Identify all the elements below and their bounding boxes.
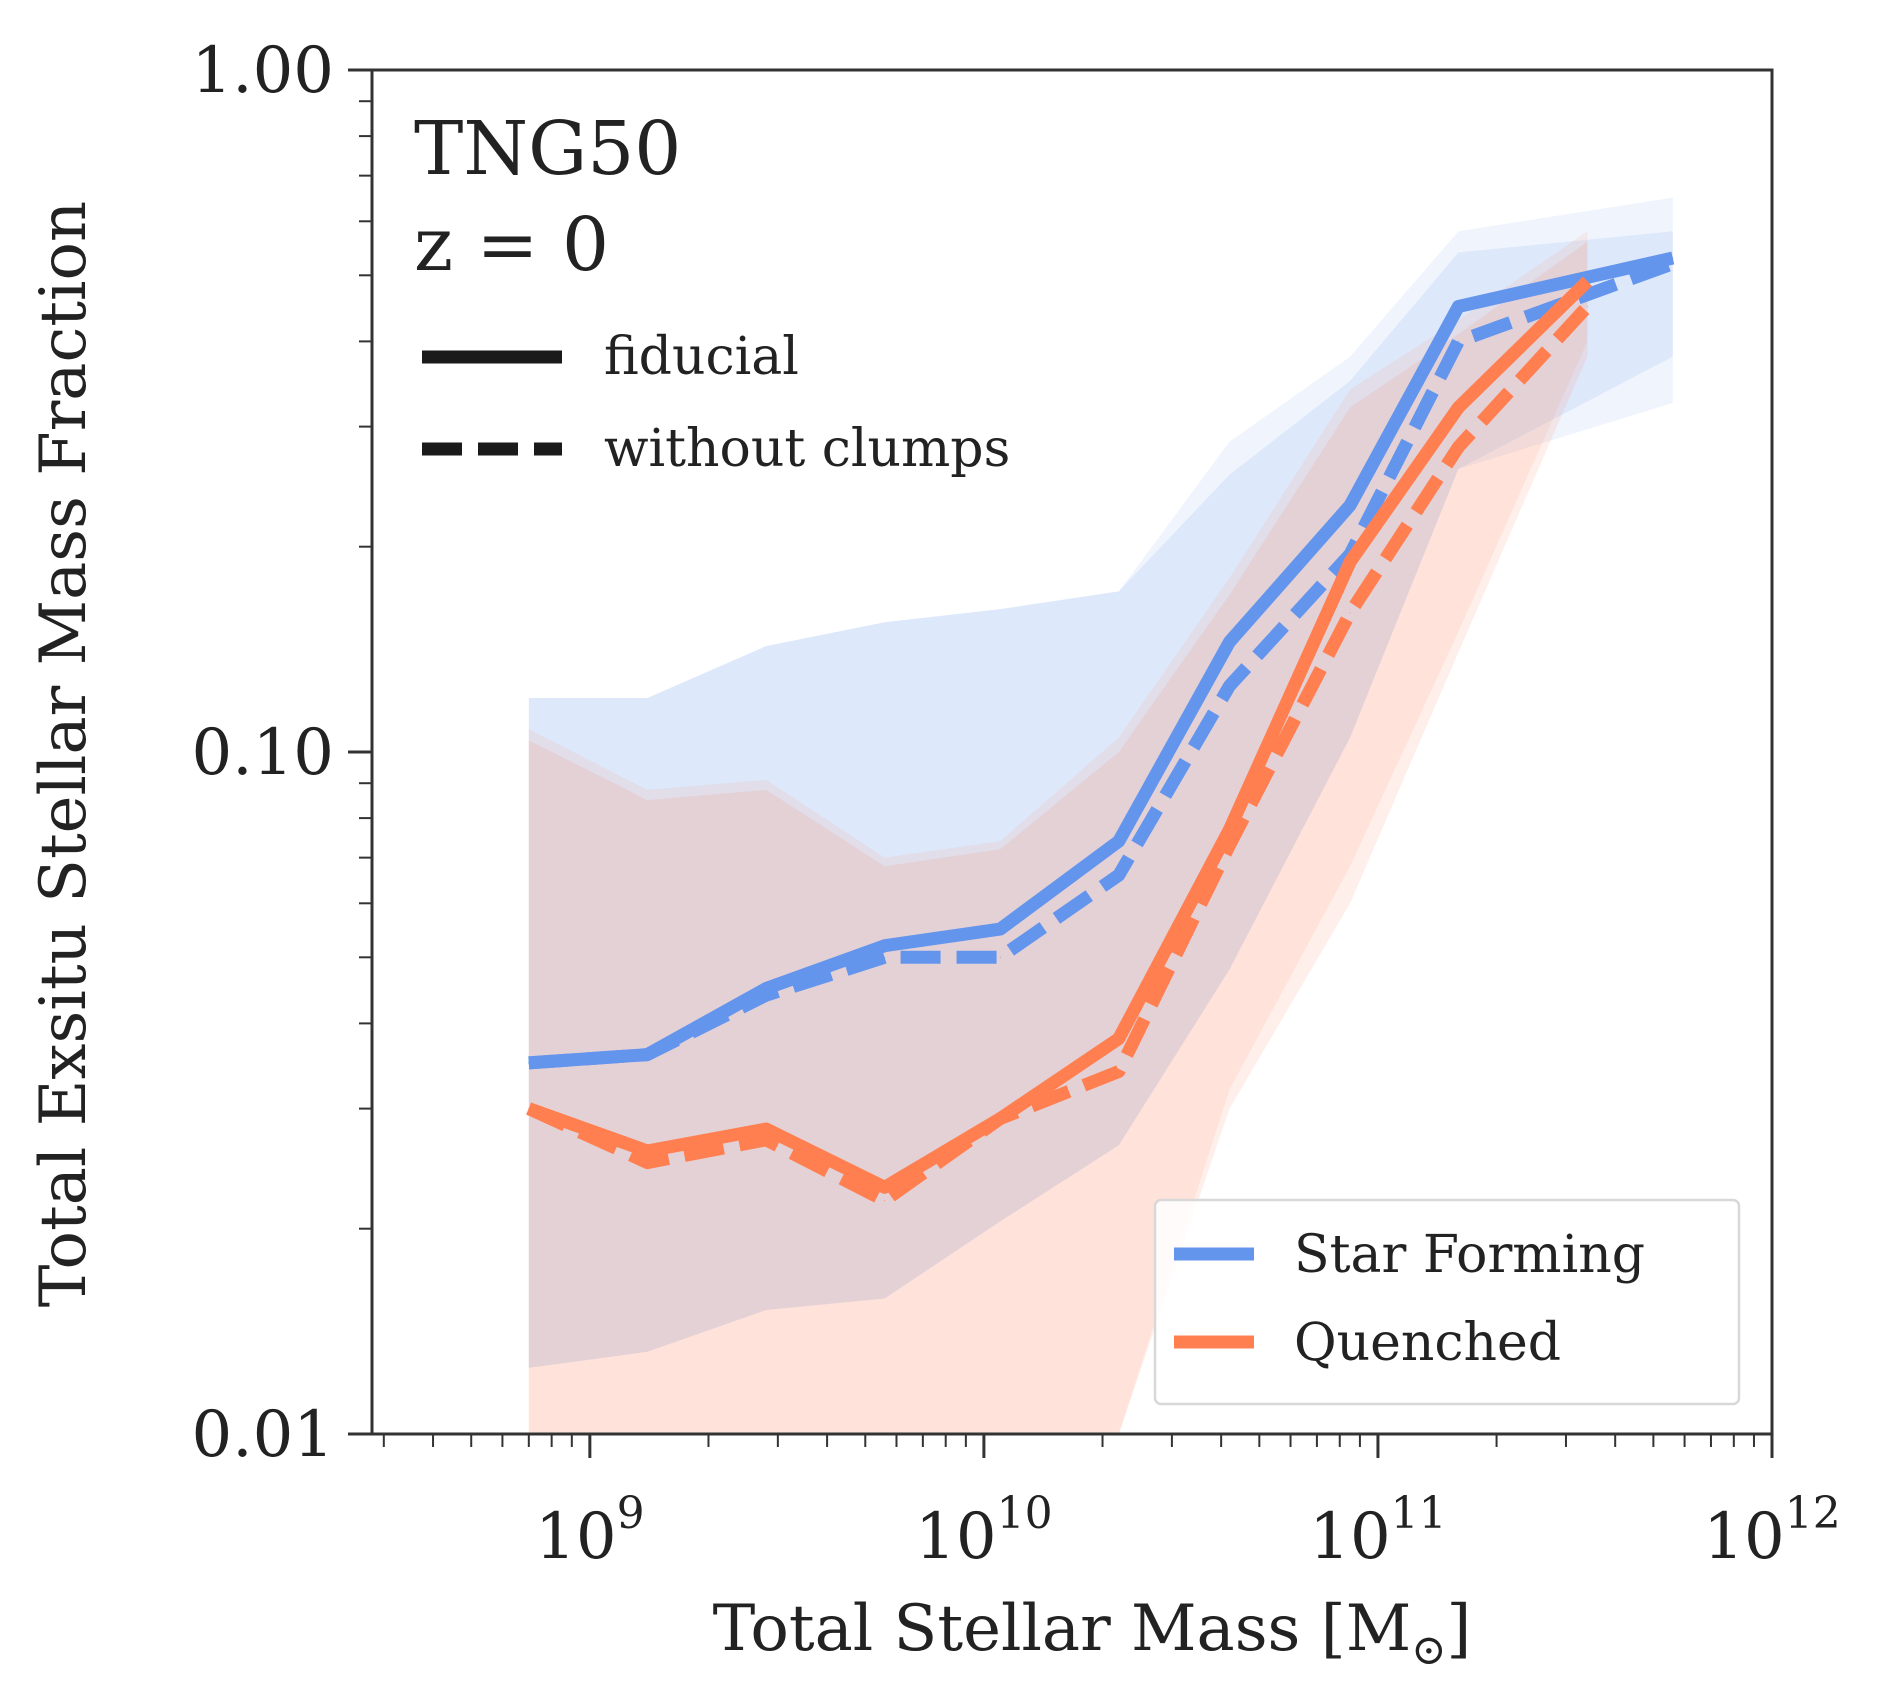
color-legend-label: Quenched [1294,1313,1561,1373]
annotation-redshift: z = 0 [414,202,609,288]
series-line-3 [526,302,1593,1207]
data-point [1118,1038,1120,1040]
data-point [999,1118,1001,1120]
x-tick-exponent: 10 [997,1488,1053,1539]
data-point [1586,280,1588,282]
data-point [765,994,767,996]
data-point [999,956,1001,958]
data-point [884,1186,886,1188]
data-point [999,928,1001,930]
data-point [884,1200,886,1201]
data-point [646,1054,648,1056]
x-tick-label: 1010 [915,1488,1052,1574]
data-point [1229,685,1230,687]
x-tick-label: 1011 [1309,1488,1446,1574]
style-legend-label: fiducial [604,327,799,387]
line-style-legend: fiducial without clumps [422,327,1010,479]
data-point [646,1162,648,1164]
data-point [1118,1071,1120,1072]
data-point [884,945,886,947]
data-point [1586,306,1588,307]
series-line-2 [526,276,1592,1194]
x-tick-label: 1012 [1703,1488,1840,1574]
data-point [1229,828,1230,830]
data-point [1349,612,1351,614]
data-point [1118,874,1120,876]
band-band-outer-0 [528,197,1673,1368]
color-legend-label: Star Forming [1294,1225,1645,1285]
series-lines [526,251,1676,1207]
data-point [765,1128,767,1130]
x-axis-label-text: Total Stellar Mass [M [713,1592,1412,1666]
x-tick-base: 10 [915,1500,996,1574]
data-point [528,1108,530,1110]
x-axis-label-close: ] [1446,1592,1471,1666]
x-axis-label: Total Stellar Mass [M⊙] [713,1592,1472,1674]
data-point [1118,840,1120,842]
data-point [1457,340,1459,342]
y-tick-label: 0.10 [192,716,335,790]
x-tick-base: 10 [1703,1500,1784,1574]
data-point [528,1062,530,1064]
x-axis-label-subscript: ⊙ [1411,1625,1446,1674]
data-point [1349,504,1351,506]
x-tick-exponent: 9 [617,1488,645,1539]
x-tick-base: 10 [1309,1500,1390,1574]
data-point [884,956,886,958]
x-tick-exponent: 11 [1391,1488,1447,1539]
data-point [1672,263,1674,265]
x-tick-exponent: 12 [1785,1488,1841,1539]
series-line-1 [528,257,1676,1070]
x-tick-label: 109 [535,1488,644,1574]
x-tick-base: 10 [535,1500,616,1574]
y-axis-label: Total Exsitu Stellar Mass Fraction [27,201,101,1307]
color-legend: Star Forming Quenched [1153,1198,1741,1406]
y-tick-label: 0.01 [192,1398,335,1472]
data-point [1457,446,1459,448]
annotation-sim: TNG50 [414,106,681,192]
style-legend-label: without clumps [604,419,1010,479]
data-point [1349,561,1351,563]
data-point [1457,407,1459,408]
data-point [1672,257,1674,259]
legend-box [1153,1198,1741,1406]
data-point [646,1150,648,1152]
data-point [1229,641,1230,643]
data-point [1229,844,1230,846]
data-point [1457,306,1459,307]
data-point [765,1139,767,1141]
y-tick-label: 1.00 [192,34,335,108]
